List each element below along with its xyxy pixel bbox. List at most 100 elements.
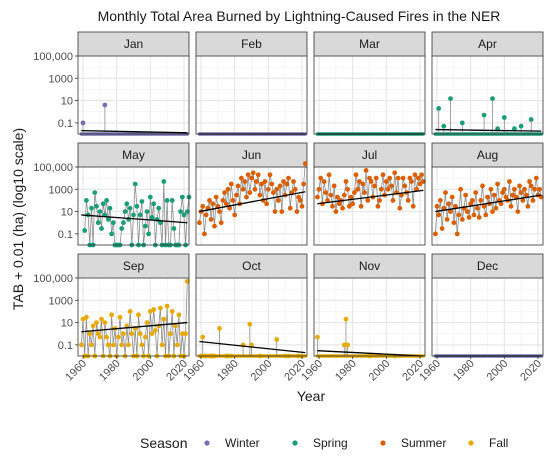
- y-tick-label: 1000: [49, 73, 73, 85]
- data-point: [368, 179, 374, 184]
- panel-border: [77, 55, 190, 135]
- data-point: [517, 183, 522, 189]
- data-point: [328, 192, 334, 198]
- trend-line: [199, 191, 306, 213]
- data-point: [405, 198, 411, 203]
- facet-strip-label: Jun: [242, 148, 261, 162]
- data-point: [493, 205, 499, 211]
- data-point: [100, 201, 106, 207]
- data-point: [323, 190, 329, 196]
- legend: Season Winter Spring Summer Fall: [140, 435, 508, 451]
- data-point: [105, 217, 111, 222]
- legend-label: Winter: [225, 436, 260, 450]
- data-point: [434, 203, 440, 209]
- panel-border: [195, 55, 308, 135]
- data-point: [87, 331, 93, 337]
- data-point: [94, 320, 99, 325]
- data-point: [158, 220, 163, 226]
- data-point: [269, 181, 275, 187]
- data-point: [501, 186, 507, 192]
- facet-strip: [195, 31, 308, 57]
- panel-border: [313, 55, 426, 135]
- data-point: [144, 320, 150, 325]
- data-point: [490, 209, 495, 215]
- data-point: [415, 175, 421, 181]
- data-point: [466, 215, 472, 220]
- data-point: [412, 172, 418, 178]
- data-point: [362, 190, 367, 196]
- data-point: [512, 186, 517, 192]
- panel-mar: Mar: [313, 31, 426, 136]
- data-point: [284, 181, 290, 187]
- panel-border: [313, 277, 426, 357]
- data-point: [207, 198, 212, 203]
- y-tick-label: 1000: [49, 295, 73, 307]
- data-point: [377, 198, 382, 203]
- legend-label: Summer: [401, 436, 446, 450]
- facet-strip-label: Mar: [359, 37, 380, 51]
- data-point: [360, 181, 366, 187]
- panel-border: [431, 166, 544, 246]
- data-point: [325, 198, 330, 203]
- facet-strip-label: Apr: [478, 37, 497, 51]
- data-point: [292, 186, 298, 192]
- data-point: [291, 179, 296, 184]
- facet-strip-label: May: [122, 148, 145, 162]
- x-axis-label: Year: [297, 388, 326, 404]
- data-point: [228, 181, 234, 187]
- data-point: [183, 331, 189, 337]
- data-point: [453, 203, 458, 209]
- data-point: [358, 203, 364, 209]
- data-point: [420, 179, 426, 184]
- data-point: [473, 190, 479, 196]
- data-point: [262, 179, 268, 184]
- data-point: [94, 203, 99, 209]
- data-point: [197, 220, 202, 226]
- data-point: [321, 179, 327, 184]
- data-point: [105, 342, 111, 348]
- data-point: [287, 205, 293, 211]
- data-point: [84, 198, 89, 203]
- facet-strip: [313, 142, 426, 168]
- data-point: [530, 198, 536, 203]
- data-point: [286, 175, 291, 181]
- data-point: [240, 186, 246, 192]
- data-point: [459, 217, 465, 222]
- data-point: [279, 209, 285, 215]
- data-point: [265, 186, 271, 192]
- data-point: [119, 226, 125, 231]
- data-point: [389, 183, 394, 189]
- data-point: [512, 126, 517, 132]
- data-point: [164, 198, 170, 203]
- data-point: [109, 231, 114, 237]
- data-point: [532, 186, 537, 192]
- data-point: [277, 183, 283, 189]
- panel-jan: Jan 0.1 10 1000 100,000: [33, 31, 190, 136]
- data-point: [463, 192, 468, 198]
- data-point: [156, 323, 162, 329]
- data-point: [271, 190, 276, 196]
- facet-strip-label: Sep: [123, 259, 145, 273]
- y-tick-label: 10: [61, 96, 73, 108]
- data-point: [99, 316, 104, 322]
- data-point: [142, 334, 148, 340]
- data-point: [345, 342, 350, 348]
- data-point: [99, 226, 104, 231]
- data-point: [156, 205, 162, 211]
- series-line: [199, 163, 306, 234]
- facet-panels: Jan 0.1 10 1000 100,000 Feb Mar Apr May 0.1 10 1000…: [33, 31, 544, 384]
- data-point: [316, 186, 322, 192]
- data-point: [124, 201, 130, 207]
- x-tick-label: 2020: [518, 358, 544, 384]
- data-point: [247, 190, 253, 196]
- data-point: [448, 96, 453, 101]
- data-point: [127, 309, 133, 314]
- panel-border: [195, 166, 308, 246]
- legend-label: Spring: [313, 436, 348, 450]
- data-point: [121, 331, 126, 337]
- data-point: [139, 342, 145, 348]
- facet-strip: [313, 253, 426, 279]
- data-point: [357, 179, 362, 184]
